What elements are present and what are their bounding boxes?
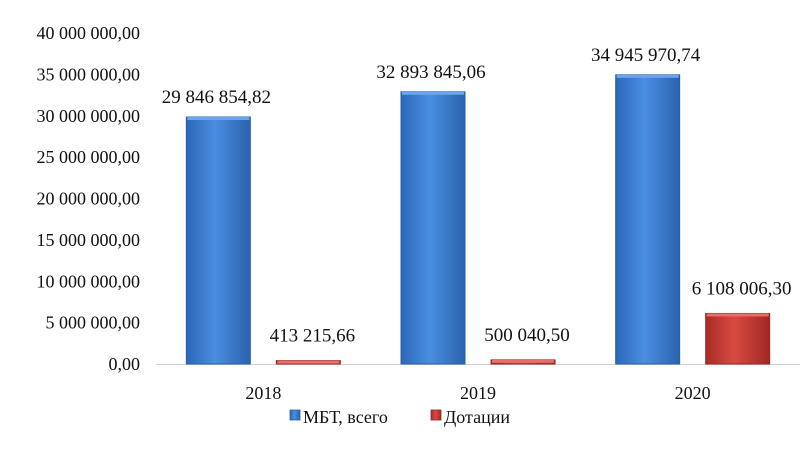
bar-mbt-2018 (185, 116, 251, 365)
bar-highlight (402, 91, 464, 95)
bar-mbt-2020 (615, 74, 681, 365)
y-tick-label: 40 000 000,00 (37, 23, 141, 43)
data-label: 29 846 854,82 (162, 87, 271, 108)
y-tick-label: 25 000 000,00 (37, 147, 141, 167)
data-label: 413 215,66 (270, 326, 356, 347)
data-label: 32 893 845,06 (376, 62, 485, 83)
legend-swatch (430, 409, 442, 421)
bar-highlight (706, 313, 769, 317)
legend-label: МБТ, всего (303, 407, 388, 427)
bar-highlight (187, 117, 250, 121)
x-axis: 2018 2019 2020 (156, 364, 800, 403)
y-tick-label: 5 000 000,00 (46, 313, 141, 333)
bar-highlight (492, 359, 554, 363)
data-labels: 29 846 854,82 32 893 845,06 34 945 970,74 4… (162, 45, 792, 347)
y-tick-label: 30 000 000,00 (37, 106, 141, 126)
x-tick-label: 2020 (675, 383, 711, 403)
bar-highlight (616, 74, 679, 78)
data-label: 6 108 006,30 (692, 278, 792, 299)
bars (185, 74, 771, 365)
legend-label: Дотации (444, 407, 510, 427)
legend: МБТ, всего Дотации (289, 407, 510, 427)
x-tick-label: 2019 (460, 383, 496, 403)
legend-swatch (289, 409, 301, 421)
data-label: 500 040,50 (484, 325, 570, 346)
y-tick-label: 0,00 (109, 354, 141, 374)
x-tick-label: 2018 (245, 383, 281, 403)
bar-dotatsii-2020 (705, 312, 771, 365)
y-tick-label: 35 000 000,00 (37, 64, 141, 84)
bar-mbt-2019 (400, 91, 466, 365)
y-axis: 0,00 5 000 000,00 10 000 000,00 15 000 000,… (37, 23, 141, 374)
y-tick-label: 10 000 000,00 (37, 271, 141, 291)
y-tick-label: 20 000 000,00 (37, 189, 141, 209)
y-tick-label: 15 000 000,00 (37, 230, 141, 250)
bar-highlight (277, 360, 340, 364)
data-label: 34 945 970,74 (591, 45, 701, 66)
